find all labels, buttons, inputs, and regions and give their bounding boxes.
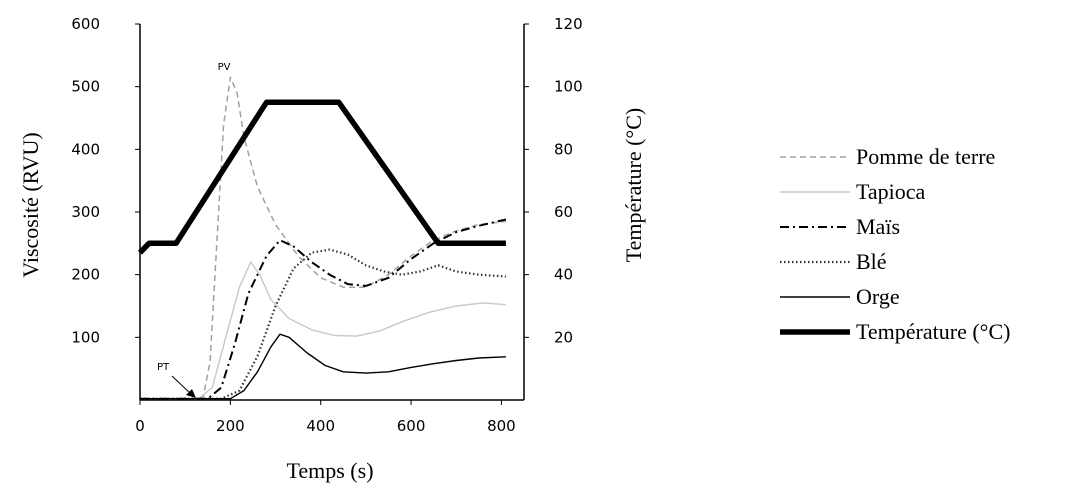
x-tick-label: 800: [487, 417, 516, 435]
series-line: [138, 99, 506, 255]
series-line: [140, 248, 506, 400]
x-axis-label: Temps (s): [286, 458, 373, 483]
y2-tick-label: 120: [554, 15, 583, 33]
y-tick-label: 200: [71, 266, 100, 284]
series-line: [140, 76, 506, 400]
legend-label: Maïs: [856, 214, 900, 239]
y2-tick-label: 60: [554, 203, 573, 221]
y-tick-label: 400: [71, 140, 100, 158]
legend: Pomme de terre Tapioca Maïs Blé Orge Températ…: [780, 144, 1010, 344]
y2-tick-label: 100: [554, 78, 583, 96]
y2-axis-label: Température (°C): [621, 108, 646, 262]
legend-label: Température (°C): [856, 319, 1010, 344]
y2-tick-label: 80: [554, 140, 573, 158]
annotation-label: PV: [218, 62, 231, 73]
y-tick-label: 600: [71, 15, 100, 33]
y-tick-label: 300: [71, 203, 100, 221]
legend-label: Orge: [856, 284, 900, 309]
y-axis-label: Viscosité (RVU): [18, 132, 43, 277]
x-tick-label: 200: [216, 417, 245, 435]
x-tick-label: 600: [397, 417, 426, 435]
axes: 0 200 400 600 800 100 200 300 400 500 600 20 40 60 80 1…: [71, 15, 582, 435]
series-layer: [138, 76, 507, 400]
annotations: PV PT: [157, 62, 231, 398]
legend-label: Pomme de terre: [856, 144, 995, 169]
legend-label: Blé: [856, 249, 887, 274]
y-tick-label: 100: [71, 328, 100, 346]
y-tick-label: 500: [71, 78, 100, 96]
y2-tick-label: 20: [554, 328, 573, 346]
annotation-arrowhead: [186, 389, 196, 398]
annotation-arrow: [171, 375, 192, 395]
x-tick-label: 400: [306, 417, 335, 435]
legend-label: Tapioca: [856, 179, 926, 204]
y2-tick-label: 40: [554, 266, 573, 284]
series-line: [140, 218, 507, 400]
series-line: [140, 261, 506, 400]
annotation-label: PT: [157, 362, 170, 373]
series-line: [140, 333, 506, 400]
x-tick-label: 0: [135, 417, 145, 435]
